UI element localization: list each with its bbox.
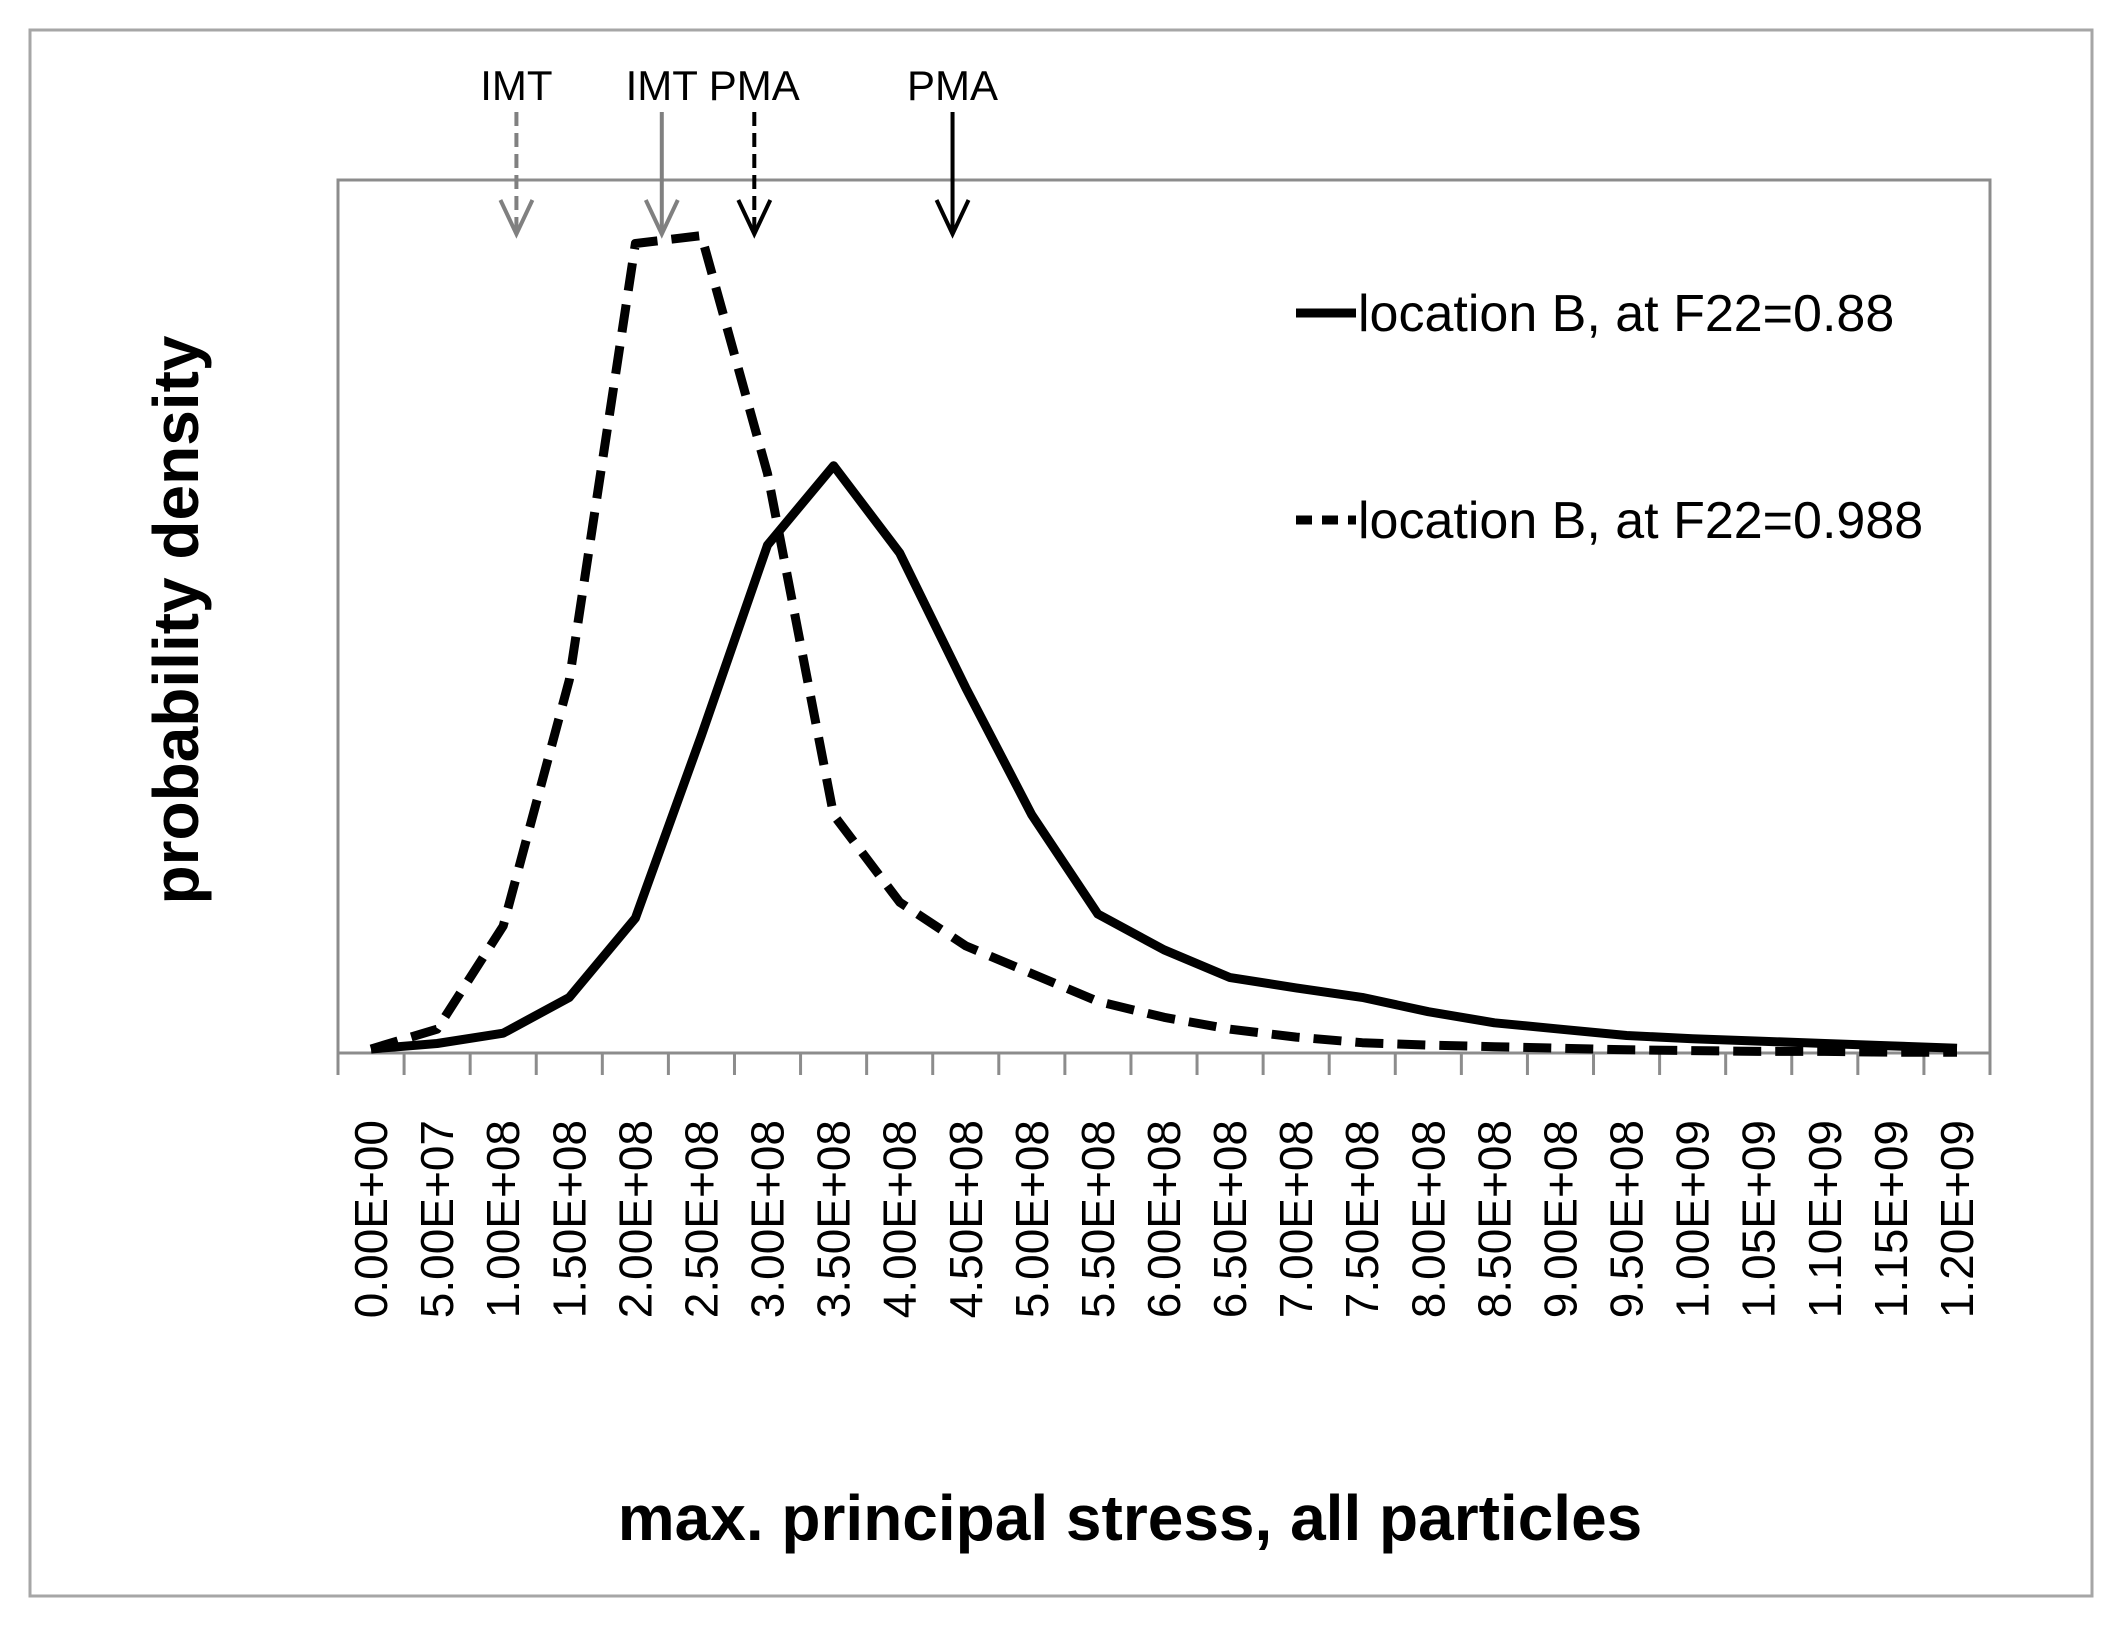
x-tick-label: 1.15E+09 [1865,1120,1917,1318]
x-tick-label: 2.00E+08 [609,1120,661,1318]
annotation-marker-1: IMT [480,62,553,239]
x-tick-label: 1.50E+08 [543,1120,595,1318]
x-tick-label: 5.50E+08 [1072,1120,1124,1318]
x-tick-label: 1.05E+09 [1733,1120,1785,1318]
marker-label: PMA [907,62,998,109]
marker-arrow-head [643,199,680,239]
annotation-marker-2: IMT [626,62,698,239]
x-ticks [336,1053,1992,1075]
series-line-2 [369,231,1957,1057]
legend-entry-2: location B, at F22=0.988 [1296,492,1923,550]
marker-label: IMT [626,62,698,109]
annotation-layer: IMT IMT PMA PMA [480,62,998,239]
annotation-marker-4: PMA [907,62,998,239]
annotation-marker-3: PMA [709,62,800,239]
figure-border [28,28,2094,1598]
x-tick-label: 3.50E+08 [808,1120,860,1318]
x-tick-label: 1.00E+09 [1667,1120,1719,1318]
legend-label: location B, at F22=0.988 [1358,492,1923,550]
marker-arrow-head [498,199,535,239]
x-tick-label: 8.50E+08 [1468,1120,1520,1318]
y-axis-title: probability density [140,335,212,904]
x-tick-label: 4.00E+08 [874,1120,926,1318]
x-axis-title: max. principal stress, all particles [618,1482,1643,1554]
legend-label: location B, at F22=0.88 [1358,285,1894,343]
series-layer [369,231,1958,1057]
x-tick-label: 3.00E+08 [742,1120,794,1318]
marker-arrow-head [934,199,971,239]
x-tick-labels: 0.00E+00 5.00E+07 1.00E+08 1.50E+08 2.00E+08… [345,1120,1983,1318]
series-line-1 [370,461,1958,1054]
marker-label: IMT [480,62,552,109]
x-tick-label: 5.00E+08 [1006,1120,1058,1318]
legend: location B, at F22=0.88 location B, at F2… [1296,285,1923,550]
legend-entry-1: location B, at F22=0.88 [1296,285,1894,343]
x-tick-label: 1.00E+08 [477,1120,529,1318]
marker-label: PMA [709,62,800,109]
x-tick-label: 4.50E+08 [940,1120,992,1318]
x-tick-label: 9.50E+08 [1601,1120,1653,1318]
marker-arrow-head [736,199,773,239]
x-tick-label: 6.00E+08 [1138,1120,1190,1318]
x-tick-label: 8.00E+08 [1402,1120,1454,1318]
x-tick-label: 7.00E+08 [1270,1120,1322,1318]
x-tick-label: 6.50E+08 [1204,1120,1256,1318]
x-tick-label: 1.20E+09 [1931,1120,1983,1318]
x-tick-label: 1.10E+09 [1799,1120,1851,1318]
x-tick-label: 7.50E+08 [1336,1120,1388,1318]
x-tick-label: 9.00E+08 [1534,1120,1586,1318]
x-tick-label: 2.50E+08 [675,1120,727,1318]
x-tick-label: 0.00E+00 [345,1120,397,1318]
x-tick-label: 5.00E+07 [411,1120,463,1318]
